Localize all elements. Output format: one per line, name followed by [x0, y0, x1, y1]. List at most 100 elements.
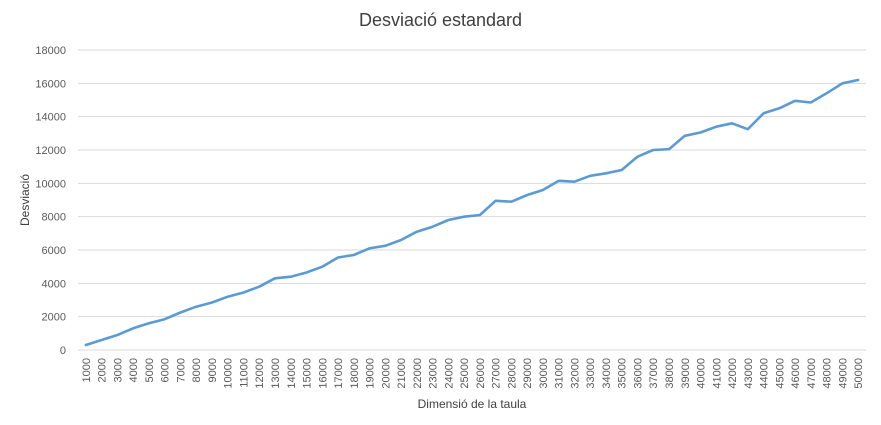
x-tick-label: 8000 — [191, 358, 203, 382]
x-tick-label: 31000 — [554, 358, 566, 389]
data-point — [573, 180, 576, 183]
x-tick-label: 39000 — [680, 358, 692, 389]
data-point — [274, 277, 276, 280]
x-tick-label: 35000 — [617, 358, 629, 389]
data-point — [636, 155, 639, 158]
y-tick-label: 2000 — [42, 312, 66, 324]
x-tick-label: 49000 — [837, 358, 849, 389]
x-tick-label: 7000 — [175, 358, 187, 382]
data-point — [510, 200, 513, 203]
x-tick-label: 21000 — [396, 358, 408, 389]
data-point — [384, 245, 387, 247]
data-point — [589, 175, 591, 177]
data-point — [479, 214, 481, 216]
x-tick-label: 14000 — [286, 358, 298, 389]
x-tick-label: 11000 — [238, 358, 250, 388]
x-tick-label: 3000 — [112, 358, 124, 382]
y-tick-label: 0 — [60, 345, 66, 357]
x-tick-label: 37000 — [648, 358, 660, 389]
x-tick-label: 22000 — [412, 358, 424, 389]
data-point — [825, 92, 828, 95]
x-tick-label: 50000 — [853, 358, 865, 389]
data-point — [841, 82, 844, 85]
x-tick-label: 13000 — [270, 358, 282, 389]
data-point — [226, 295, 229, 298]
y-tick-label: 14000 — [35, 112, 66, 124]
x-tick-label: 16000 — [317, 358, 329, 389]
x-tick-label: 2000 — [97, 358, 109, 382]
data-point — [715, 125, 718, 128]
data-point — [762, 112, 765, 115]
data-point — [668, 148, 670, 150]
data-point — [857, 79, 859, 81]
x-tick-label: 36000 — [632, 358, 644, 389]
data-point — [652, 149, 655, 151]
x-tick-label: 48000 — [822, 358, 834, 389]
data-point — [305, 271, 308, 274]
data-point — [526, 194, 528, 196]
data-point — [258, 285, 261, 288]
x-tick-label: 45000 — [774, 358, 786, 389]
x-tick-label: 34000 — [601, 358, 613, 389]
data-point — [447, 219, 450, 221]
x-tick-label: 17000 — [333, 358, 345, 389]
series-line — [84, 78, 860, 347]
x-tick-label: 25000 — [459, 358, 471, 389]
chart-title: Desviació estandard — [358, 10, 523, 30]
data-point — [85, 344, 87, 346]
y-tick-label: 18000 — [35, 45, 66, 57]
data-point — [368, 247, 371, 250]
x-tick-label: 4000 — [128, 358, 140, 382]
x-tick-label: 42000 — [727, 358, 739, 389]
data-point — [132, 327, 134, 330]
x-tick-label: 43000 — [743, 358, 755, 389]
x-tick-label: 9000 — [207, 358, 219, 382]
x-tick-label: 27000 — [491, 358, 503, 389]
data-point — [794, 100, 796, 102]
data-point — [289, 275, 292, 278]
data-point — [100, 339, 103, 341]
x-tick-label: 44000 — [759, 358, 771, 389]
x-tick-label: 24000 — [443, 358, 455, 389]
x-axis-title: Dimensió de la taula — [418, 397, 527, 411]
y-tick-label: 12000 — [35, 145, 66, 157]
x-tick-label: 40000 — [696, 358, 708, 389]
x-tick-label: 38000 — [664, 358, 676, 389]
data-point — [337, 256, 339, 259]
data-point — [731, 122, 733, 125]
x-tick-label: 28000 — [506, 358, 518, 389]
data-point — [353, 254, 355, 256]
y-axis-title: Desviació — [18, 174, 32, 226]
x-tick-label: 5000 — [144, 358, 156, 382]
data-point — [620, 169, 623, 171]
y-tick-label: 8000 — [42, 212, 66, 224]
y-tick-label: 4000 — [42, 278, 66, 290]
x-tick-label: 47000 — [806, 358, 818, 389]
data-point — [699, 131, 702, 134]
x-tick-label: 46000 — [790, 358, 802, 389]
data-point — [195, 305, 197, 308]
x-tick-label: 1000 — [81, 358, 93, 382]
x-tick-label: 33000 — [585, 358, 597, 389]
data-point — [211, 301, 213, 304]
data-point — [242, 291, 245, 294]
data-point — [321, 265, 324, 268]
x-tick-label: 23000 — [428, 358, 440, 389]
data-point — [431, 225, 434, 228]
x-tick-label: 18000 — [349, 358, 361, 389]
data-point — [605, 172, 607, 175]
x-tick-label: 32000 — [569, 358, 581, 389]
x-tick-label: 19000 — [365, 358, 377, 389]
data-point — [810, 101, 812, 104]
x-tick-label: 30000 — [538, 358, 550, 389]
x-tick-label: 10000 — [223, 358, 235, 389]
data-point — [400, 239, 402, 241]
x-tick-label: 15000 — [302, 358, 314, 389]
y-tick-label: 10000 — [35, 178, 66, 190]
data-point — [463, 215, 465, 218]
data-point — [557, 180, 560, 182]
y-tick-label: 16000 — [35, 78, 66, 90]
data-point — [683, 135, 686, 137]
